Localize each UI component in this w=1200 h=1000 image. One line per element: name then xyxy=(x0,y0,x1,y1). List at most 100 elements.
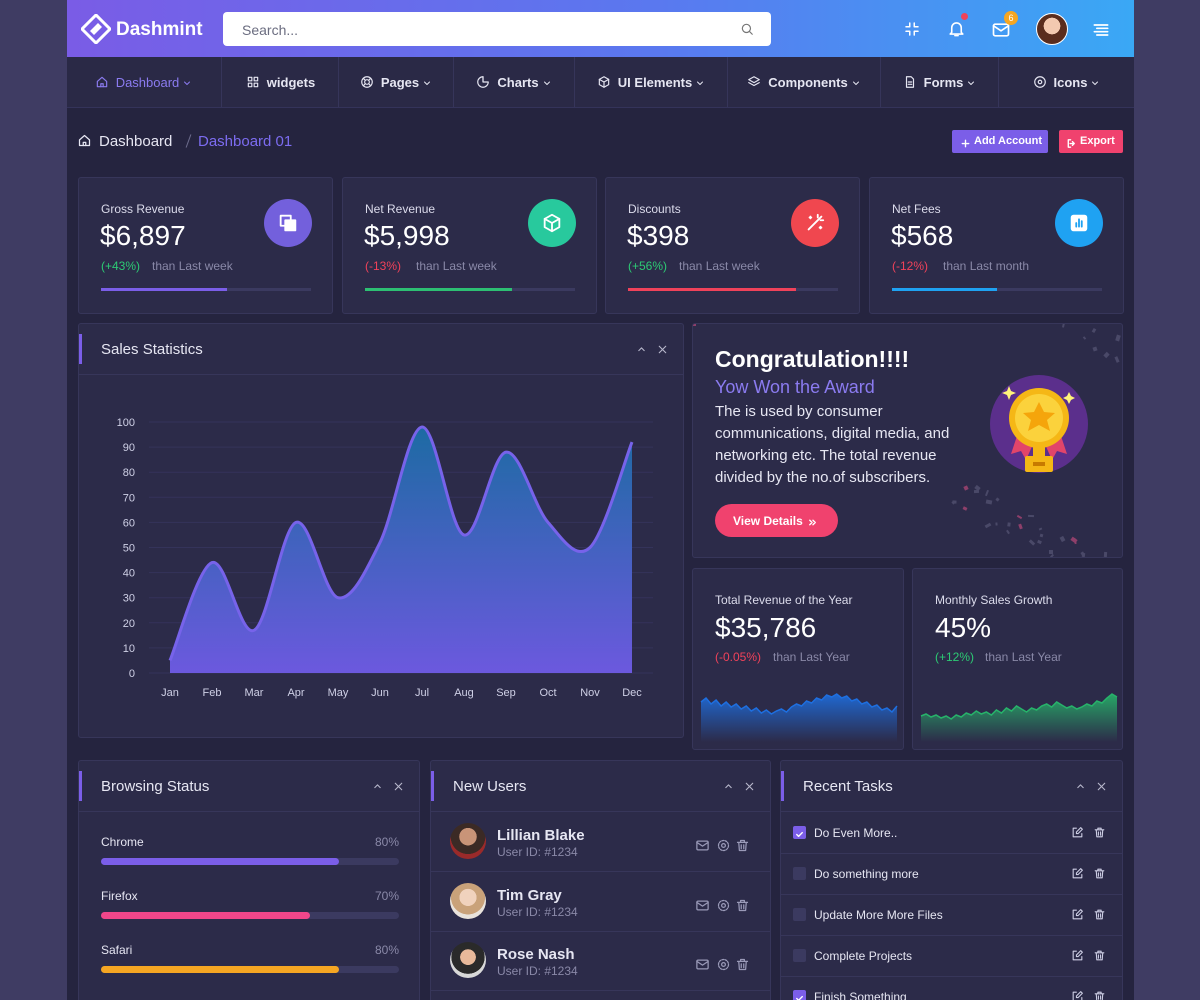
task-checkbox[interactable] xyxy=(793,826,806,839)
browsing-panel: Browsing Status Chrome 80% Firefox 70% Safari… xyxy=(78,760,420,1000)
row-divider xyxy=(781,894,1122,895)
collapse-icon[interactable] xyxy=(1074,780,1087,793)
y-tick-label: 90 xyxy=(123,442,135,454)
edit-action[interactable] xyxy=(1071,867,1084,880)
mail-action[interactable] xyxy=(695,898,710,913)
confetti xyxy=(1059,535,1066,543)
x-tick-label: Sep xyxy=(496,687,516,699)
confetti xyxy=(1082,336,1087,340)
task-checkbox[interactable] xyxy=(793,908,806,921)
search-icon xyxy=(740,22,754,36)
confetti xyxy=(995,497,1000,502)
delete-action[interactable] xyxy=(735,898,750,913)
fullscreen-icon[interactable] xyxy=(903,20,921,38)
collapse-icon[interactable] xyxy=(371,780,384,793)
x-tick-label: Feb xyxy=(203,687,222,699)
button-label: Export xyxy=(1080,135,1115,147)
double-chevron xyxy=(807,515,818,526)
icon-svg xyxy=(741,23,753,35)
nav-item[interactable]: Dashboard xyxy=(67,57,221,107)
task-checkbox[interactable] xyxy=(793,949,806,962)
award-card: Congratulation!!!! Yow Won the Award The i… xyxy=(692,323,1123,558)
stat-change: (-12%) xyxy=(892,259,929,273)
task-checkbox[interactable] xyxy=(793,990,806,1000)
panel-accent xyxy=(781,771,784,801)
delete-action[interactable] xyxy=(1093,908,1106,921)
search-box[interactable]: Search... xyxy=(223,12,771,46)
mail-action[interactable] xyxy=(695,957,710,972)
browser-name: Firefox xyxy=(101,889,138,903)
close-icon[interactable] xyxy=(656,343,669,356)
stat-period: than Last week xyxy=(152,259,233,273)
delete-action[interactable] xyxy=(1093,949,1106,962)
view-details-button[interactable]: View Details xyxy=(715,504,838,537)
add-account-button[interactable]: Add Account xyxy=(952,130,1048,153)
nav-label: Icons xyxy=(1053,74,1088,90)
panel-accent xyxy=(79,334,82,364)
nav-item[interactable]: Charts xyxy=(453,57,575,107)
stat-icon-glyph xyxy=(804,212,826,234)
nav-item[interactable]: Pages xyxy=(338,57,454,107)
confetti xyxy=(1028,539,1036,546)
edit-action[interactable] xyxy=(1071,908,1084,921)
nav-item[interactable]: UI Elements xyxy=(574,57,728,107)
collapse-icon[interactable] xyxy=(722,780,735,793)
row-divider xyxy=(781,935,1122,936)
task-label: Update More More Files xyxy=(814,908,943,922)
brand-name: Dashmint xyxy=(116,19,203,40)
delete-action[interactable] xyxy=(735,838,750,853)
export-icon xyxy=(1066,136,1077,148)
confetti xyxy=(1114,356,1120,363)
mail-action[interactable] xyxy=(695,838,710,853)
nav-item[interactable]: widgets xyxy=(221,57,339,107)
delete-action[interactable] xyxy=(1093,826,1106,839)
icon-svg xyxy=(717,958,730,971)
menu-icon[interactable] xyxy=(1091,20,1111,40)
stat-title: Net Fees xyxy=(892,202,941,216)
notification-icon[interactable] xyxy=(947,19,966,38)
delete-action[interactable] xyxy=(735,957,750,972)
icon-svg xyxy=(1094,909,1105,920)
icon-svg xyxy=(247,76,259,88)
settings-action[interactable] xyxy=(716,957,731,972)
task-label: Do something more xyxy=(814,867,919,881)
delete-action[interactable] xyxy=(1093,867,1106,880)
edit-action[interactable] xyxy=(1071,949,1084,962)
settings-action[interactable] xyxy=(716,898,731,913)
breadcrumb-active: Dashboard 01 xyxy=(198,133,293,150)
task-checkbox[interactable] xyxy=(793,867,806,880)
close-icon[interactable] xyxy=(392,780,405,793)
summary-change: (+12%) xyxy=(935,650,975,664)
nav-item[interactable]: Icons xyxy=(998,57,1135,107)
collapse-icon[interactable] xyxy=(635,343,648,356)
export-button[interactable]: Export xyxy=(1059,130,1123,153)
stat-value: $568 xyxy=(891,220,954,251)
user-id: User ID: #1234 xyxy=(497,845,578,859)
delete-action[interactable] xyxy=(1093,990,1106,1000)
nav-item[interactable]: Components xyxy=(727,57,881,107)
stat-icon-glyph xyxy=(541,212,563,234)
browser-percent: 70% xyxy=(374,889,399,903)
profile-avatar[interactable] xyxy=(1036,13,1068,45)
y-tick-label: 0 xyxy=(129,668,135,680)
user-name: Tim Gray xyxy=(497,886,562,904)
icon-svg xyxy=(1077,784,1084,789)
nav-item[interactable]: Forms xyxy=(880,57,999,107)
settings-action[interactable] xyxy=(716,838,731,853)
icon-svg xyxy=(1072,991,1083,1000)
edit-action[interactable] xyxy=(1071,826,1084,839)
sparkline-line xyxy=(700,693,898,715)
area-line xyxy=(168,425,634,662)
close-icon[interactable] xyxy=(1095,780,1108,793)
mail-icon[interactable] xyxy=(991,20,1011,40)
icon-svg xyxy=(736,839,749,852)
close-icon[interactable] xyxy=(743,780,756,793)
stat-title: Gross Revenue xyxy=(101,202,185,216)
nav-icon xyxy=(246,75,260,89)
trophy-svg xyxy=(990,375,1088,473)
icon-svg xyxy=(184,81,191,85)
x-tick-label: Aug xyxy=(454,687,474,699)
edit-action[interactable] xyxy=(1071,990,1084,1000)
confetti xyxy=(1103,351,1110,359)
